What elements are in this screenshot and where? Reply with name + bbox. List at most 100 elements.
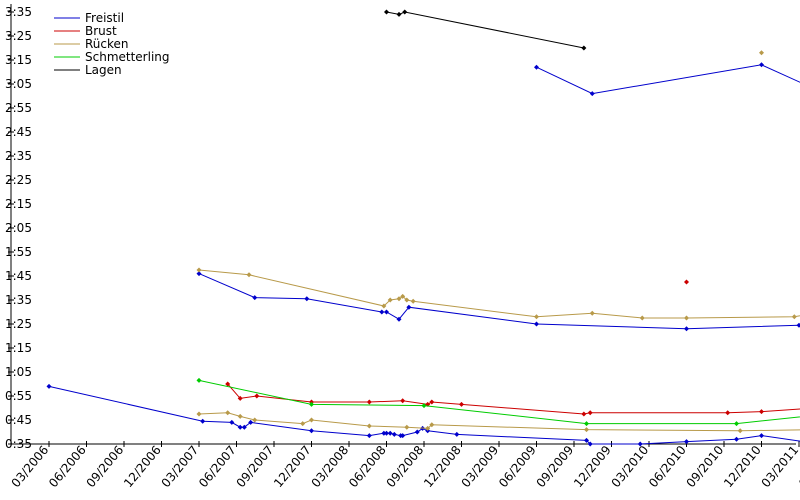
series-schmetterling — [196, 377, 800, 427]
data-point — [387, 297, 393, 303]
data-point — [200, 418, 206, 424]
data-point — [734, 436, 739, 442]
data-point — [534, 314, 539, 320]
data-point — [400, 433, 406, 439]
data-point — [684, 315, 689, 321]
data-point — [429, 422, 435, 428]
y-tick-labels: 0:35 0:45 0:55 1:05 1:15 1:25 1:35 1:45 1:55 2:05… — [5, 5, 32, 451]
data-point — [759, 433, 764, 439]
data-point — [534, 64, 539, 70]
data-point — [404, 297, 410, 303]
y-tick-label: 3:15 — [5, 53, 32, 67]
data-point — [237, 424, 243, 430]
series-line — [198, 269, 800, 319]
data-point — [410, 298, 416, 304]
y-tick-label: 1:15 — [5, 341, 32, 355]
y-tick-label: 2:55 — [5, 101, 32, 115]
data-point — [637, 441, 643, 447]
y-tick-label: 2:45 — [5, 125, 32, 139]
data-point — [759, 62, 764, 68]
data-point — [384, 309, 389, 315]
data-point — [584, 421, 589, 427]
legend-label: Lagen — [85, 63, 122, 77]
x-tick-label: 06/2008 — [346, 443, 389, 490]
legend-item: Freistil — [54, 11, 124, 25]
data-point — [400, 293, 406, 299]
data-point — [248, 419, 254, 425]
data-point — [304, 296, 310, 302]
legend-item: Brust — [54, 24, 117, 38]
chart-axes — [8, 4, 800, 447]
data-point — [246, 272, 252, 278]
data-point — [402, 9, 408, 15]
x-tick-label: 12/2009 — [571, 443, 614, 490]
y-tick-label: 3:05 — [5, 77, 32, 91]
data-point — [196, 411, 202, 417]
data-point — [734, 421, 739, 427]
data-point — [366, 423, 372, 429]
data-point — [237, 413, 243, 419]
y-tick-label: 2:25 — [5, 173, 32, 187]
y-tick-label: 3:25 — [5, 29, 32, 43]
y-tick-label: 1:35 — [5, 293, 32, 307]
data-point — [225, 410, 231, 416]
data-point — [225, 381, 231, 387]
data-point — [309, 417, 314, 423]
y-tick-label: 0:55 — [5, 389, 32, 403]
legend-item: Schmetterling — [54, 50, 170, 64]
x-tick-label: 09/2007 — [234, 443, 277, 490]
data-point — [46, 383, 52, 389]
data-point — [639, 315, 645, 321]
data-point — [309, 401, 314, 407]
x-tick-label: 03/2009 — [459, 443, 502, 490]
series-lines — [46, 9, 800, 447]
data-point — [587, 410, 593, 416]
data-point — [425, 425, 431, 431]
data-point — [254, 393, 260, 399]
data-point — [737, 428, 743, 434]
data-point — [587, 441, 593, 447]
data-point — [237, 395, 243, 401]
series-line — [227, 383, 800, 415]
data-point — [459, 401, 464, 407]
y-tick-label: 0:35 — [5, 437, 32, 451]
data-point — [381, 430, 387, 436]
data-point — [534, 321, 539, 327]
legend-item: Rücken — [54, 37, 129, 51]
y-tick-label: 1:25 — [5, 317, 32, 331]
data-point — [400, 398, 406, 404]
data-point — [366, 433, 372, 439]
y-tick-label: 2:15 — [5, 197, 32, 211]
x-tick-label: 09/2006 — [84, 443, 127, 490]
x-tick-labels: 03/200606/200609/200612/200603/200706/20… — [9, 443, 800, 490]
data-point — [196, 377, 202, 383]
y-tick-label: 2:35 — [5, 149, 32, 163]
data-point — [406, 304, 412, 310]
data-point — [309, 428, 314, 434]
y-tick-label: 1:45 — [5, 269, 32, 283]
data-point — [791, 314, 797, 320]
x-tick-label: 09/2008 — [384, 443, 427, 490]
data-point — [196, 271, 202, 277]
series-line — [536, 64, 800, 95]
data-point — [725, 410, 731, 416]
data-point — [381, 303, 387, 309]
y-tick-label: 1:55 — [5, 245, 32, 259]
x-tick-label: 03/2007 — [159, 443, 202, 490]
y-tick-label: 3:35 — [5, 5, 32, 19]
x-tick-label: 12/2008 — [421, 443, 464, 490]
series-line — [198, 273, 800, 330]
data-point — [429, 399, 435, 405]
data-point — [589, 310, 595, 316]
x-tick-label: 03/2010 — [609, 443, 652, 490]
data-point — [684, 439, 689, 445]
data-point — [404, 424, 410, 430]
legend-label: Freistil — [85, 11, 124, 25]
x-tick-label: 06/2010 — [646, 443, 689, 490]
legend-label: Schmetterling — [85, 50, 170, 64]
data-point — [396, 11, 402, 17]
data-point — [581, 45, 587, 51]
x-tick-label: 12/2007 — [271, 443, 314, 490]
